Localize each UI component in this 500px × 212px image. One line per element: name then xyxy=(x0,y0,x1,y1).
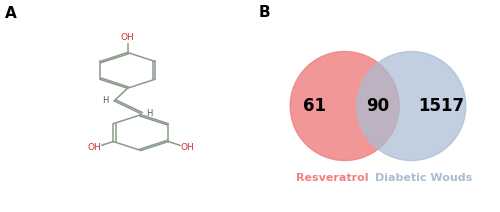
Text: H: H xyxy=(102,96,109,105)
Text: OH: OH xyxy=(120,33,134,42)
Text: 1517: 1517 xyxy=(418,97,465,115)
Text: B: B xyxy=(259,5,270,20)
Text: Resveratrol: Resveratrol xyxy=(296,173,369,183)
Text: OH: OH xyxy=(180,143,194,152)
Text: Diabetic Wouds: Diabetic Wouds xyxy=(375,173,472,183)
Circle shape xyxy=(290,52,399,160)
Text: H: H xyxy=(146,109,152,117)
Circle shape xyxy=(357,52,466,160)
Text: A: A xyxy=(5,6,16,21)
Text: 61: 61 xyxy=(303,97,326,115)
Text: 90: 90 xyxy=(366,97,390,115)
Text: OH: OH xyxy=(88,143,102,152)
